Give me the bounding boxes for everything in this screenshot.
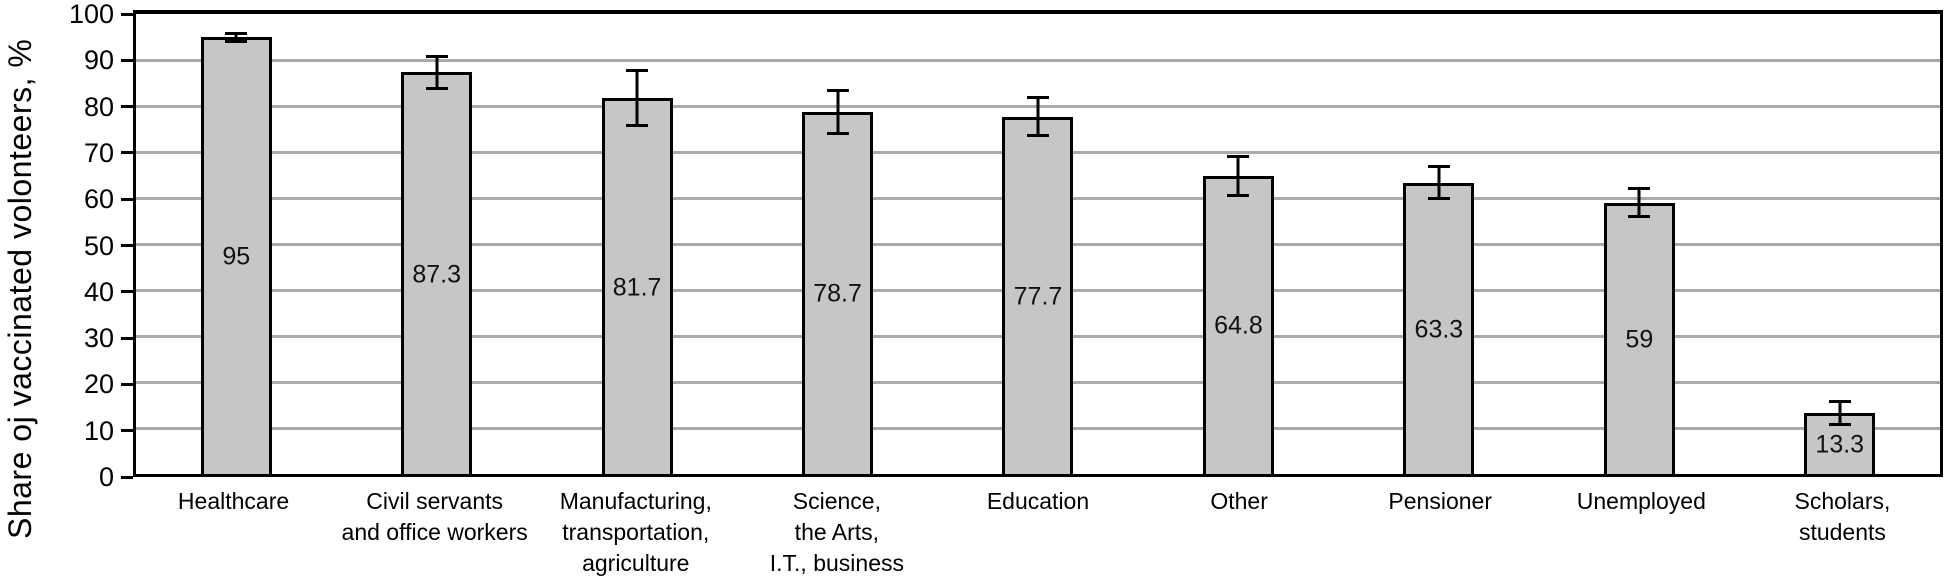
bar-value-label-unemployed: 59 <box>1625 325 1654 354</box>
x-category-label-healthcare: Healthcare <box>178 486 289 517</box>
y-tick-70 <box>121 151 133 155</box>
y-tick-60 <box>121 197 133 201</box>
bar-group-manufacturing: 81.7 <box>537 14 737 474</box>
x-category-label-line: Unemployed <box>1576 488 1706 514</box>
bar-unemployed: 59 <box>1603 202 1675 474</box>
y-tick-label-30: 30 <box>83 323 114 354</box>
y-tick-label-40: 40 <box>83 276 114 307</box>
y-tick-label-0: 0 <box>98 462 114 492</box>
bar-value-label-scholars-students: 13.3 <box>1815 430 1865 459</box>
y-tick-label-100: 100 <box>68 0 114 29</box>
bar-value-label-healthcare: 95 <box>222 242 251 271</box>
x-category-label-line: Pensioner <box>1388 488 1493 514</box>
y-tick-50 <box>121 244 133 247</box>
plot-area: 95 87.3 81.7 78.7 77.7 64.8 63.3 59 13.3 <box>133 10 1943 477</box>
bar-group-other: 64.8 <box>1138 14 1338 474</box>
y-tick-80 <box>121 105 133 109</box>
bar-value-label-science-arts: 78.7 <box>813 279 862 308</box>
bar-scholars-students: 13.3 <box>1804 412 1876 474</box>
y-tick-label-90: 90 <box>83 45 114 76</box>
x-category-label-line: Manufacturing, <box>559 488 712 514</box>
x-category-label-civil-servants: Civil servants and office workers <box>342 486 528 548</box>
bar-value-label-manufacturing: 81.7 <box>612 273 662 302</box>
bar-group-education: 77.7 <box>938 14 1138 474</box>
bar-value-label-civil-servants: 87.3 <box>412 260 461 289</box>
bars-layer: 95 87.3 81.7 78.7 77.7 64.8 63.3 59 13.3 <box>136 14 1940 474</box>
gridline-90 <box>136 58 1940 62</box>
y-tick-label-20: 20 <box>83 369 114 400</box>
x-category-label-line: I.T., business <box>769 550 904 576</box>
x-category-label-manufacturing: Manufacturing, transportation, agriculture <box>560 486 712 579</box>
bar-manufacturing: 81.7 <box>601 98 673 474</box>
y-tick-label-10: 10 <box>83 415 114 446</box>
x-category-label-line: agriculture <box>582 550 690 576</box>
x-category-label-line: the Arts, <box>794 519 880 545</box>
error-bar-cap-top <box>225 31 248 35</box>
y-tick-label-70: 70 <box>83 137 114 168</box>
x-category-label-education: Education <box>987 486 1089 517</box>
bar-group-civil-servants: 87.3 <box>336 14 536 474</box>
error-bar-cap-top <box>1227 155 1250 159</box>
x-category-label-line: Education <box>986 488 1090 514</box>
y-tick-20 <box>121 382 133 386</box>
error-bar-cap-top <box>626 69 649 73</box>
bar-value-label-education: 77.7 <box>1013 282 1063 311</box>
y-tick-40 <box>121 290 133 294</box>
y-tick-0 <box>121 475 133 479</box>
bar-science-arts: 78.7 <box>802 111 874 474</box>
bar-civil-servants: 87.3 <box>401 72 473 474</box>
x-axis-labels: Healthcare Civil servants and office worke… <box>133 486 1943 577</box>
bar-value-label-other: 64.8 <box>1214 311 1263 340</box>
x-category-label-other: Other <box>1210 486 1268 517</box>
y-tick-90 <box>121 58 133 62</box>
x-category-label-scholars-students: Scholars, students <box>1795 486 1891 548</box>
x-category-label-line: transportation, <box>562 519 710 545</box>
x-category-label-pensioner: Pensioner <box>1388 486 1492 517</box>
y-tick-10 <box>121 429 133 433</box>
bar-group-pensioner: 63.3 <box>1339 14 1539 474</box>
error-bar-cap-top <box>1026 95 1049 99</box>
bar-group-unemployed: 59 <box>1539 14 1739 474</box>
x-category-label-line: Science, <box>792 488 881 514</box>
x-category-label-line: Civil servants <box>366 488 504 514</box>
y-tick-label-60: 60 <box>83 184 114 215</box>
bar-group-scholars-students: 13.3 <box>1740 14 1940 474</box>
bar-group-healthcare: 95 <box>136 14 336 474</box>
bar-value-label-pensioner: 63.3 <box>1414 315 1464 344</box>
x-category-label-line: and office workers <box>341 519 528 545</box>
x-category-label-science-arts: Science, the Arts, I.T., business <box>770 486 904 579</box>
x-category-label-line: Other <box>1210 488 1268 514</box>
y-tick-label-50: 50 <box>83 230 114 261</box>
bar-group-science-arts: 78.7 <box>737 14 937 474</box>
y-tick-label-80: 80 <box>83 91 114 122</box>
error-bar-cap-top <box>1628 186 1651 190</box>
bar-education: 77.7 <box>1002 116 1074 474</box>
error-bar-cap-top <box>425 54 448 58</box>
error-bar-cap-top <box>1828 399 1851 403</box>
x-category-label-line: students <box>1798 519 1886 545</box>
error-bar-cap-top <box>826 89 849 93</box>
x-category-label-line: Scholars, <box>1794 488 1891 514</box>
y-tick-30 <box>121 336 133 340</box>
bar-other: 64.8 <box>1202 175 1274 474</box>
x-category-label-unemployed: Unemployed <box>1577 486 1706 517</box>
bar-healthcare: 95 <box>200 37 272 474</box>
x-category-label-line: Healthcare <box>177 488 290 514</box>
error-bar-cap-top <box>1427 165 1450 169</box>
y-tick-100 <box>121 12 133 16</box>
bar-pensioner: 63.3 <box>1403 182 1475 474</box>
